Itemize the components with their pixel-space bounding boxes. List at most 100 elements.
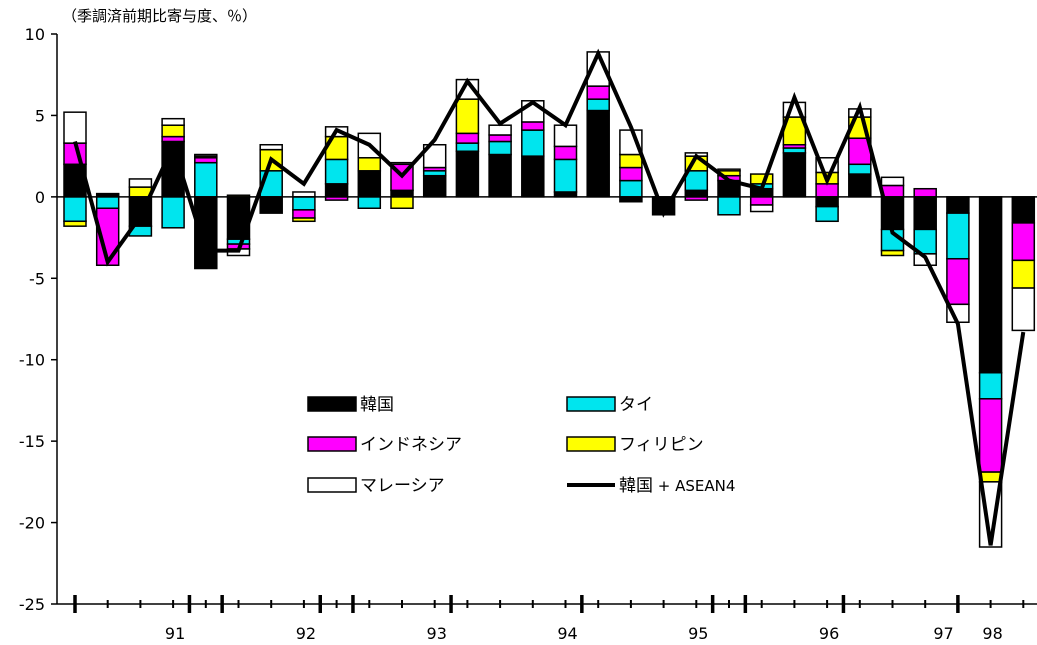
bar-segment-korea	[521, 155, 545, 198]
bar-segment-malaysia	[194, 153, 218, 157]
bar-segment-malaysia	[161, 117, 185, 126]
bar-segment-thailand	[488, 140, 512, 156]
bar-segment-malaysia	[1011, 287, 1036, 332]
legend: 韓国 タイ インドネシア フィリピン マレーシア 韓国 + ASEAN4	[307, 395, 735, 496]
bar-segment-thailand	[292, 196, 316, 211]
legend-label-korea: 韓国	[360, 395, 394, 415]
bar-segment-korea	[455, 150, 480, 198]
bar-segment-thailand	[357, 196, 382, 210]
total-line-group	[73, 48, 1026, 546]
bar-segment-malaysia	[128, 178, 153, 188]
bar-segment-philippines	[63, 220, 87, 227]
bar-segment-philippines	[749, 173, 774, 185]
bar-segment-philippines	[619, 153, 643, 169]
y-tick-label: -20	[19, 514, 45, 533]
x-year-label: 93	[427, 624, 447, 643]
bar-segment-korea	[913, 196, 937, 231]
x-axis: 91 92 93 94 95 96 97 98	[57, 595, 1037, 643]
bar-segment-thailand	[194, 161, 218, 198]
bar-segment-indonesia	[913, 187, 937, 198]
bars-group	[63, 51, 1036, 548]
bar-segment-malaysia	[422, 143, 447, 169]
bar-segment-philippines	[455, 98, 480, 135]
y-tick-label: -15	[19, 432, 45, 451]
bar-segment-indonesia	[946, 257, 970, 306]
x-year-label: 98	[982, 624, 1002, 643]
legend-label-philippines: フィリピン	[619, 435, 704, 455]
bar-segment-thailand	[553, 158, 578, 193]
unit-label: （季調済前期比寄与度、％）	[62, 7, 257, 25]
bar-segment-malaysia	[390, 161, 414, 166]
bar-segment-korea	[259, 196, 283, 214]
y-tick-label: 0	[35, 188, 45, 207]
legend-swatch-korea	[307, 396, 357, 412]
bar-segment-malaysia	[553, 124, 578, 148]
bar-segment-indonesia	[815, 183, 839, 198]
bar-segment-thailand	[946, 212, 970, 260]
bar-segment-thailand	[815, 205, 839, 223]
bar-segment-malaysia	[717, 168, 741, 172]
legend-swatch-philippines	[566, 436, 616, 452]
bar-segment-korea	[684, 189, 709, 198]
bar-segment-korea	[1011, 196, 1036, 224]
y-axis: 10 5 0 -5 -10 -15 -20 -25	[19, 25, 58, 614]
legend-swatch-indonesia	[307, 436, 357, 452]
bar-segment-philippines	[357, 157, 382, 172]
bar-segment-malaysia	[488, 124, 512, 136]
bar-segment-indonesia	[553, 145, 578, 161]
bar-segment-thailand	[161, 196, 185, 229]
bar-segment-indonesia	[455, 132, 480, 144]
x-year-label: 97	[933, 624, 953, 643]
bar-segment-indonesia	[586, 85, 610, 100]
bar-segment-philippines	[292, 217, 316, 223]
bar-segment-thailand	[978, 371, 1003, 400]
bar-segment-philippines	[880, 249, 905, 257]
bar-segment-korea	[324, 183, 349, 198]
legend-label-total-suffix: + ASEAN4	[653, 477, 735, 495]
legend-swatch-malaysia	[307, 477, 357, 493]
bar-segment-indonesia	[749, 196, 774, 206]
y-tick-label: -25	[19, 595, 45, 614]
legend-label-indonesia: インドネシア	[360, 435, 462, 455]
bar-segment-korea	[978, 196, 1003, 374]
legend-label-total-prefix: 韓国	[619, 476, 653, 496]
total-line	[73, 48, 1026, 546]
legend-swatch-thailand	[566, 396, 616, 412]
bar-segment-malaysia	[63, 111, 87, 144]
legend-label-total: 韓国 + ASEAN4	[619, 476, 735, 496]
x-year-label: 95	[688, 624, 708, 643]
bar-segment-indonesia	[880, 184, 905, 198]
bar-segment-korea	[586, 109, 610, 198]
bar-segment-korea	[390, 189, 414, 198]
bar-segment-thailand	[95, 196, 120, 210]
bar-segment-korea	[488, 153, 512, 198]
bar-segment-korea	[946, 196, 970, 214]
x-year-label: 92	[296, 624, 316, 643]
bar-segment-malaysia	[749, 204, 774, 213]
y-tick-label: -5	[29, 269, 45, 288]
x-year-label: 94	[557, 624, 577, 643]
legend-label-thailand: タイ	[619, 395, 653, 415]
bar-segment-thailand	[521, 129, 545, 157]
y-tick-label: 5	[35, 106, 45, 125]
bar-segment-philippines	[390, 196, 414, 210]
bar-segment-korea	[815, 196, 839, 208]
bar-segment-korea	[357, 170, 382, 198]
bar-segment-indonesia	[292, 209, 316, 219]
bar-segment-thailand	[63, 196, 87, 223]
bar-segment-thailand	[717, 196, 741, 216]
y-tick-label: -10	[19, 351, 45, 370]
bar-segment-korea	[422, 174, 447, 198]
bar-segment-malaysia	[259, 143, 283, 151]
bar-segment-indonesia	[978, 398, 1003, 473]
x-year-label: 96	[819, 624, 839, 643]
bar-segment-indonesia	[1011, 222, 1036, 262]
bar-segment-korea	[848, 173, 872, 198]
bar-segment-indonesia	[521, 121, 545, 131]
bar-segment-thailand	[684, 170, 709, 192]
bar-segment-thailand	[619, 179, 643, 198]
bar-segment-malaysia	[880, 176, 905, 187]
bar-segment-indonesia	[619, 166, 643, 182]
bar-segment-philippines	[161, 124, 185, 138]
